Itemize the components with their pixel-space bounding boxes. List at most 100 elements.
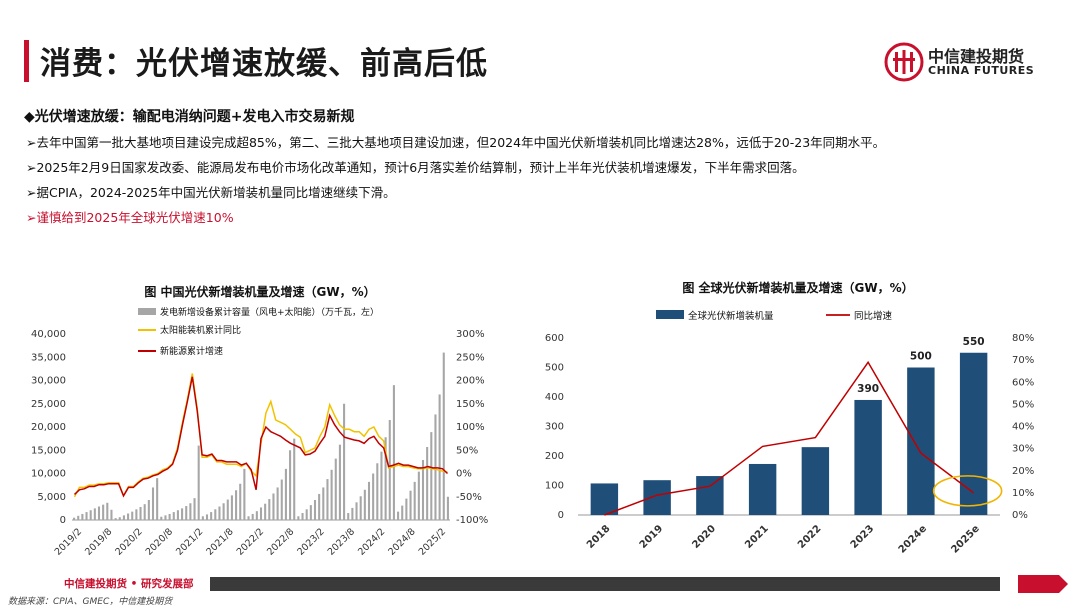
y-right-tick: 250% <box>456 352 485 363</box>
bar-cumulative-capacity <box>143 504 146 520</box>
bar-cumulative-capacity <box>334 458 337 520</box>
bar-cumulative-capacity <box>338 444 341 520</box>
bar-cumulative-capacity <box>205 514 209 520</box>
legend-label-bar: 发电新增设备累计容量（风电+太阳能）（万千瓦，左） <box>160 306 379 318</box>
chart-title: 图 全球光伏新增装机量及增速（GW，%） <box>682 280 913 295</box>
bar-cumulative-capacity <box>388 420 391 520</box>
bar-cumulative-capacity <box>326 479 329 520</box>
bar-cumulative-capacity <box>131 511 134 520</box>
y-right-tick: -50% <box>456 492 482 503</box>
bar-data-label: 390 <box>857 383 879 395</box>
bar-cumulative-capacity <box>426 446 429 520</box>
bullet-1: ➢去年中国第一批大基地项目建设完成超85%，第二、三批大基地项目建设加速，但20… <box>26 135 886 150</box>
bar-cumulative-capacity <box>297 516 300 520</box>
x-tick-label: 2021/8 <box>204 526 235 557</box>
bar-cumulative-capacity <box>318 493 321 520</box>
bar-cumulative-capacity <box>376 463 379 520</box>
bar-cumulative-capacity <box>218 506 221 520</box>
global-pv-chart: 图 全球光伏新增装机量及增速（GW，%） 全球光伏新增装机量 同比增速 0 100 200… <box>545 280 1034 556</box>
bar-global-capacity <box>643 480 671 515</box>
bar-cumulative-capacity <box>280 479 283 520</box>
bar-global-capacity <box>590 483 619 515</box>
y-right-tick: -100% <box>456 515 488 526</box>
logo-text-cn: 中信建投期货 <box>928 47 1025 66</box>
bar-global-capacity <box>801 447 830 515</box>
x-tick-label: 2018 <box>585 523 612 550</box>
bar-cumulative-capacity <box>73 517 76 520</box>
bar-global-capacity <box>696 476 724 515</box>
y-left-tick: 0 <box>558 510 564 521</box>
x-tick-label: 2023/2 <box>295 526 326 557</box>
y-left-tick: 100 <box>545 481 564 492</box>
bar-cumulative-capacity <box>309 505 312 520</box>
bar-cumulative-capacity <box>438 394 441 520</box>
bar-cumulative-capacity <box>89 510 92 520</box>
y-left-tick: 300 <box>545 422 564 433</box>
bar-cumulative-capacity <box>135 509 138 520</box>
bar-cumulative-capacity <box>351 507 354 520</box>
bar-cumulative-capacity <box>97 506 101 520</box>
bar-global-capacity <box>959 352 988 515</box>
legend-label-bar: 全球光伏新增装机量 <box>688 310 774 322</box>
chart-title: 图 中国光伏新增装机量及增速（GW，%） <box>144 284 375 299</box>
bar-cumulative-capacity <box>243 468 246 520</box>
bar-cumulative-capacity <box>372 473 375 520</box>
y-left-tick: 500 <box>545 363 564 374</box>
bar-cumulative-capacity <box>367 481 371 520</box>
bar-cumulative-capacity <box>77 515 80 520</box>
bar-cumulative-capacity <box>430 432 433 520</box>
bar-data-label: 550 <box>963 336 985 348</box>
bar-cumulative-capacity <box>442 352 445 520</box>
bar-cumulative-capacity <box>156 478 159 520</box>
y-right-tick: 200% <box>456 376 485 387</box>
page-title: 消费：光伏增速放缓、前高后低 <box>40 46 488 82</box>
y-right-tick: 80% <box>1012 333 1034 344</box>
y-left-tick: 15,000 <box>31 445 66 456</box>
legend-label-yellow: 太阳能装机累计同比 <box>160 324 241 336</box>
bar-cumulative-capacity <box>230 495 233 520</box>
x-tick-label: 2021 <box>743 523 770 550</box>
x-tick-label: 2021/2 <box>174 526 205 557</box>
bar-cumulative-capacity <box>380 451 383 520</box>
x-tick-label: 2024/2 <box>356 526 387 557</box>
bar-cumulative-capacity <box>106 502 109 520</box>
x-tick-label: 2020/8 <box>144 526 175 557</box>
bar-cumulative-capacity <box>268 499 271 520</box>
bar-cumulative-capacity <box>210 512 213 520</box>
legend-swatch-bar <box>138 308 156 315</box>
bar-cumulative-capacity <box>305 509 308 520</box>
data-source: 数据来源：CPIA、GMEC，中信建投期货 <box>8 597 173 607</box>
y-left-tick: 40,000 <box>31 329 66 340</box>
bar-global-capacity <box>748 463 777 515</box>
bar-cumulative-capacity <box>226 499 229 520</box>
bar-cumulative-capacity <box>293 438 296 520</box>
bar-cumulative-capacity <box>413 481 416 520</box>
footer-label: 中信建投期货 • 研究发展部 <box>64 578 194 590</box>
bar-cumulative-capacity <box>343 403 346 520</box>
bar-cumulative-capacity <box>214 509 217 520</box>
company-logo: 中信建投期货 CHINA FUTURES <box>884 42 1044 82</box>
y-left-tick: 20,000 <box>31 422 66 433</box>
bar-cumulative-capacity <box>284 468 287 520</box>
bar-cumulative-capacity <box>160 516 163 520</box>
bar-cumulative-capacity <box>81 513 84 520</box>
bar-cumulative-capacity <box>114 518 117 520</box>
legend-label-red: 新能源累计增速 <box>160 345 223 357</box>
bar-cumulative-capacity <box>164 515 167 520</box>
bar-cumulative-capacity <box>264 503 267 520</box>
bar-cumulative-capacity <box>247 516 250 520</box>
title-accent-bar <box>24 40 29 82</box>
bar-cumulative-capacity <box>409 490 412 520</box>
legend-swatch-bar <box>656 310 684 319</box>
x-tick-label: 2022/8 <box>265 526 296 557</box>
x-tick-label: 2019/2 <box>53 526 84 557</box>
y-left-tick: 600 <box>545 333 564 344</box>
bar-global-capacity <box>854 399 882 515</box>
x-tick-label: 2022/2 <box>235 526 266 557</box>
china-pv-chart: 图 中国光伏新增装机量及增速（GW，%） 发电新增设备累计容量（风电+太阳能）（万… <box>31 284 488 558</box>
bullet-4: ➢谨慎给到2025年全球光伏增速10% <box>26 210 234 225</box>
bar-cumulative-capacity <box>301 513 304 520</box>
bar-cumulative-capacity <box>193 498 196 520</box>
bar-cumulative-capacity <box>359 496 362 520</box>
y-left-tick: 30,000 <box>31 376 66 387</box>
